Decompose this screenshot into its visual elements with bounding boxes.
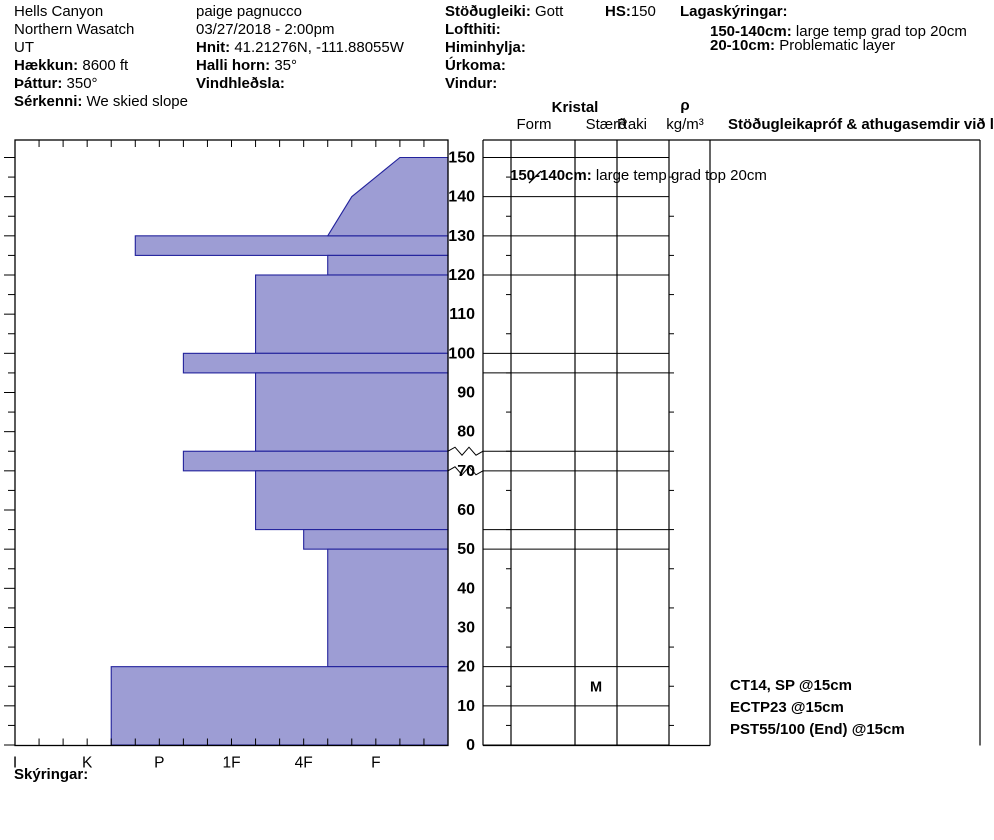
svg-text:1F: 1F xyxy=(222,755,240,772)
svg-text:4F: 4F xyxy=(295,755,313,772)
svg-text:150: 150 xyxy=(448,150,475,167)
svg-text:130: 130 xyxy=(448,228,475,245)
svg-text:40: 40 xyxy=(457,580,475,597)
svg-text:20: 20 xyxy=(457,659,475,676)
svg-text:120: 120 xyxy=(448,267,475,284)
svg-text:50: 50 xyxy=(457,541,475,558)
svg-text:60: 60 xyxy=(457,502,475,519)
svg-text:110: 110 xyxy=(449,306,475,323)
svg-text:100: 100 xyxy=(448,345,475,362)
svg-text:P: P xyxy=(154,755,164,772)
svg-text:F: F xyxy=(371,755,380,772)
svg-text:M: M xyxy=(590,679,602,695)
svg-text:80: 80 xyxy=(457,424,475,441)
svg-text:0: 0 xyxy=(466,737,475,754)
svg-text:10: 10 xyxy=(457,698,475,715)
svg-text:30: 30 xyxy=(457,620,475,637)
svg-text:90: 90 xyxy=(457,385,475,402)
svg-text:140: 140 xyxy=(448,189,475,206)
